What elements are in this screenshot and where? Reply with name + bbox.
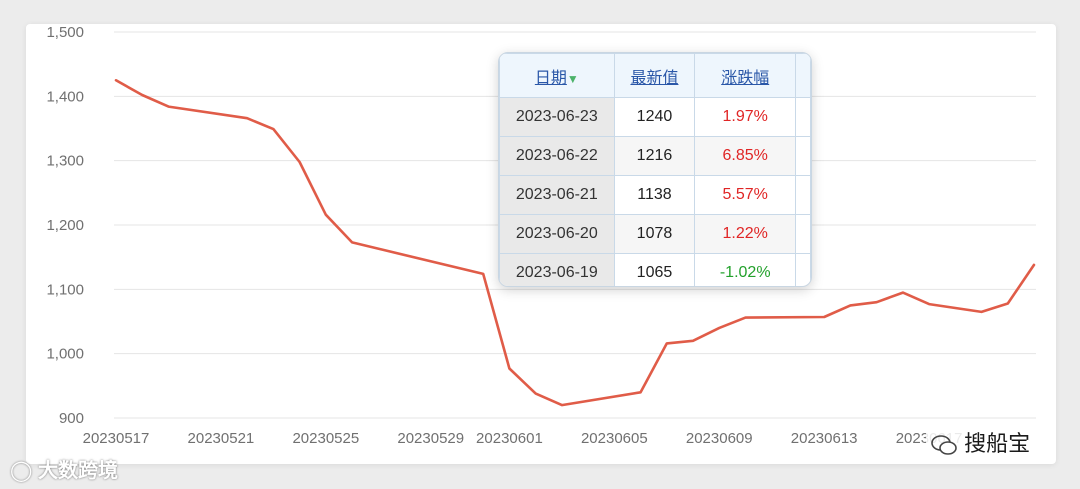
tooltip-change-cell: 6.85% bbox=[694, 136, 797, 176]
y-tick-label: 1,300 bbox=[46, 153, 84, 170]
date-column-header[interactable]: 日期▼ bbox=[499, 53, 615, 98]
x-tick-label: 20230609 bbox=[686, 430, 753, 447]
tooltip-row: 2023-06-21 1138 5.57% bbox=[499, 175, 811, 215]
tooltip-change-cell: 5.57% bbox=[694, 175, 797, 215]
y-tick-label: 1,500 bbox=[46, 24, 84, 41]
x-tick-label: 20230601 bbox=[476, 430, 543, 447]
tooltip-scroll-cell bbox=[795, 175, 811, 215]
tooltip-row: 2023-06-22 1216 6.85% bbox=[499, 136, 811, 176]
y-tick-label: 900 bbox=[59, 410, 84, 427]
latest-column-header[interactable]: 最新值 bbox=[613, 53, 696, 98]
x-tick-label: 20230525 bbox=[292, 430, 359, 447]
y-tick-label: 1,400 bbox=[46, 88, 84, 105]
line-chart: 900 1,000 1,100 1,200 1,300 1,400 1,500 202305… bbox=[46, 24, 1036, 447]
wechat-icon bbox=[931, 435, 957, 455]
tooltip-value-cell: 1065 bbox=[613, 253, 696, 286]
tooltip-header-row: 日期▼ 最新值 涨跌幅 bbox=[499, 53, 811, 98]
tooltip-value-cell: 1078 bbox=[613, 214, 696, 254]
watermark-right-text: 搜船宝 bbox=[964, 431, 1031, 456]
tooltip-date-cell: 2023-06-20 bbox=[499, 214, 615, 254]
x-tick-label: 20230529 bbox=[397, 430, 464, 447]
tooltip-table: 日期▼ 最新值 涨跌幅 2023-06-23 1240 1.97% 2023-06-2… bbox=[499, 53, 811, 286]
data-tooltip: 日期▼ 最新值 涨跌幅 2023-06-23 1240 1.97% 2023-06-2… bbox=[498, 52, 812, 287]
y-tick-label: 1,100 bbox=[46, 281, 84, 298]
tooltip-row: 2023-06-19 1065 -1.02% bbox=[499, 253, 811, 286]
tooltip-change-cell: 1.97% bbox=[694, 97, 797, 137]
tooltip-change-cell: 1.22% bbox=[694, 214, 797, 254]
y-tick-label: 1,000 bbox=[46, 346, 84, 363]
watermark-left-icon: ◯ bbox=[10, 460, 33, 482]
date-header-label[interactable]: 日期 bbox=[534, 69, 567, 87]
x-tick-label: 20230517 bbox=[83, 430, 150, 447]
tooltip-row: 2023-06-23 1240 1.97% bbox=[499, 97, 811, 137]
tooltip-date-cell: 2023-06-22 bbox=[499, 136, 615, 176]
tooltip-date-cell: 2023-06-19 bbox=[499, 253, 615, 286]
x-tick-label: 20230605 bbox=[581, 430, 648, 447]
y-tick-label: 1,200 bbox=[46, 217, 84, 234]
tooltip-date-cell: 2023-06-21 bbox=[499, 175, 615, 215]
tooltip-body: 2023-06-23 1240 1.97% 2023-06-22 1216 6.85% 20… bbox=[499, 97, 811, 286]
x-tick-label: 20230521 bbox=[188, 430, 255, 447]
tooltip-date-cell: 2023-06-23 bbox=[499, 97, 615, 137]
tooltip-value-cell: 1216 bbox=[613, 136, 696, 176]
change-column-header[interactable]: 涨跌幅 bbox=[694, 53, 797, 98]
scroll-column bbox=[795, 53, 811, 98]
tooltip-scroll-cell bbox=[795, 214, 811, 254]
tooltip-value-cell: 1138 bbox=[613, 175, 696, 215]
watermark-right: 搜船宝 bbox=[926, 426, 1035, 458]
tooltip-value-cell: 1240 bbox=[613, 97, 696, 137]
watermark-left: ◯ 大数跨境 bbox=[10, 454, 118, 483]
series-line bbox=[114, 78, 1036, 407]
series bbox=[114, 78, 1036, 407]
watermark-left-text: 大数跨境 bbox=[37, 460, 118, 482]
tooltip-scroll-cell bbox=[795, 253, 811, 286]
tooltip-row: 2023-06-20 1078 1.22% bbox=[499, 214, 811, 254]
tooltip-change-cell: -1.02% bbox=[694, 253, 797, 286]
y-axis-ticks: 900 1,000 1,100 1,200 1,300 1,400 1,500 bbox=[46, 24, 84, 427]
tooltip-scroll-cell bbox=[795, 136, 811, 176]
x-axis-ticks: 20230517 20230521 20230525 20230529 20230601… bbox=[83, 430, 963, 447]
arrow-down-icon[interactable]: ▼ bbox=[566, 71, 579, 86]
tooltip-scroll-cell bbox=[795, 97, 811, 137]
x-tick-label: 20230613 bbox=[791, 430, 858, 447]
